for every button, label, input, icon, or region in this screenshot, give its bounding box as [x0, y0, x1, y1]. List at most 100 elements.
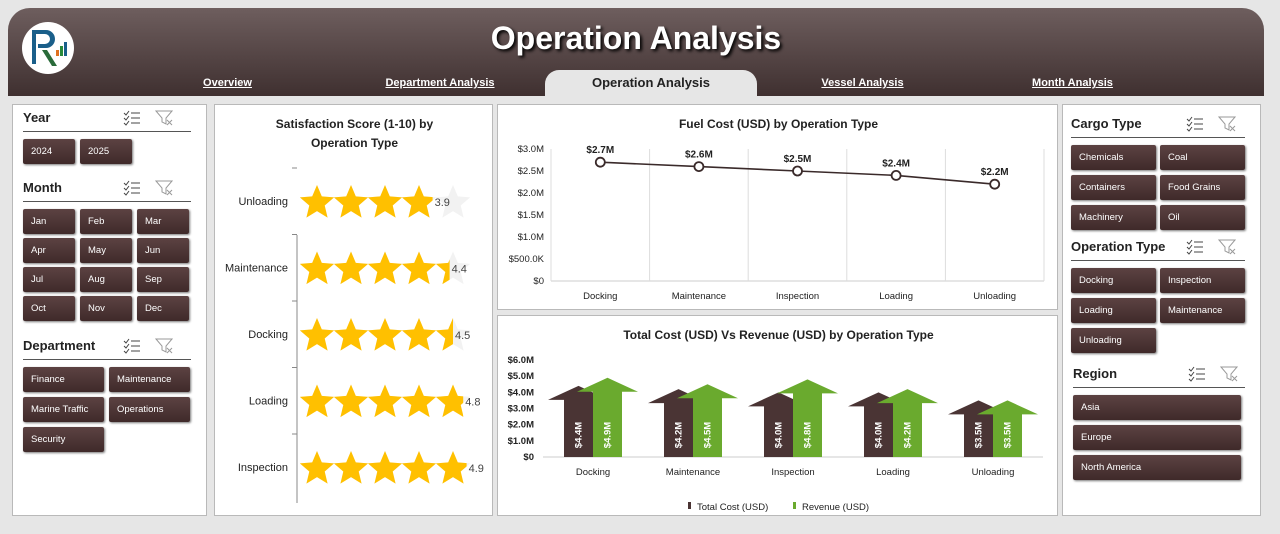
slicer-item-north-america[interactable]: North America	[1073, 455, 1241, 480]
star-filled	[435, 384, 464, 418]
star-filled	[300, 251, 335, 285]
tab-month-analysis[interactable]: Month Analysis	[1032, 77, 1113, 89]
clear-filter-icon[interactable]	[154, 110, 174, 126]
slicer-item-maintenance[interactable]: Maintenance	[109, 367, 190, 392]
slicer-item-jan[interactable]: Jan	[23, 209, 75, 234]
slicer-item-inspection[interactable]: Inspection	[1160, 268, 1245, 293]
clear-filter-icon[interactable]	[154, 180, 174, 196]
y-tick-label: $3.0M	[518, 144, 544, 155]
x-tick-label: Inspection	[776, 291, 819, 302]
y-tick-label: $0	[523, 452, 534, 463]
left-slicer-panel: Year 2024 2025 Month Jan Feb Mar Apr May Jun Jul Au…	[12, 104, 207, 516]
slicer-item-mar[interactable]: Mar	[137, 209, 189, 234]
star-row: Docking 4.5	[248, 300, 470, 351]
revenue-bar	[677, 384, 738, 457]
multi-select-icon[interactable]	[123, 338, 141, 354]
slicer-item-coal[interactable]: Coal	[1160, 145, 1245, 170]
slicer-item-loading[interactable]: Loading	[1071, 298, 1156, 323]
slicer-item-marine-traffic[interactable]: Marine Traffic	[23, 397, 104, 422]
data-point	[792, 165, 803, 177]
slicer-item-security[interactable]: Security	[23, 427, 104, 452]
star-filled	[367, 451, 403, 484]
star-filled	[367, 384, 403, 418]
y-tick-label: $3.0M	[508, 404, 534, 415]
slicer-item-unloading[interactable]: Unloading	[1071, 328, 1156, 353]
clear-filter-icon[interactable]	[1217, 116, 1237, 132]
tab-operation-analysis[interactable]: Operation Analysis	[545, 70, 757, 96]
x-tick-label: Docking	[583, 291, 617, 302]
data-label: $3.5M	[1003, 422, 1014, 448]
data-point	[890, 170, 902, 181]
data-point	[594, 156, 606, 168]
y-tick-label: $5.0M	[508, 371, 534, 382]
data-label: 4.8	[465, 397, 480, 409]
slicer-title: Operation Type	[1071, 239, 1166, 254]
category-label: Unloading	[238, 196, 288, 208]
revenue-bar	[577, 377, 638, 457]
cost-revenue-chart: Total Cost (USD) Vs Revenue (USD) by Ope…	[497, 315, 1058, 516]
slicer-item-maintenance[interactable]: Maintenance	[1160, 298, 1245, 323]
slicer-item-jul[interactable]: Jul	[23, 267, 75, 292]
slicer-item-sep[interactable]: Sep	[137, 267, 189, 292]
slicer-item-dec[interactable]: Dec	[137, 296, 189, 321]
slicer-item-finance[interactable]: Finance	[23, 367, 104, 392]
star-filled	[401, 185, 433, 218]
tab-department-analysis[interactable]: Department Analysis	[385, 77, 495, 89]
legend-label: Total Cost (USD)	[697, 502, 768, 513]
slicer-item-docking[interactable]: Docking	[1071, 268, 1156, 293]
slicer-item-operations[interactable]: Operations	[109, 397, 190, 422]
slicer-item-machinery[interactable]: Machinery	[1071, 205, 1156, 230]
slicer-title: Department	[23, 338, 96, 353]
slicer-item-nov[interactable]: Nov	[80, 296, 132, 321]
data-label: $2.5M	[784, 154, 812, 165]
star-filled	[367, 251, 403, 285]
slicer-item-2024[interactable]: 2024	[23, 139, 75, 164]
slicer-item-aug[interactable]: Aug	[80, 267, 132, 292]
slicer-item-jun[interactable]: Jun	[137, 238, 189, 263]
slicer-item-oct[interactable]: Oct	[23, 296, 75, 321]
star-row: Inspection 4.9	[238, 433, 484, 484]
slicer-item-2025[interactable]: 2025	[80, 139, 132, 164]
slicer-item-food-grains[interactable]: Food Grains	[1160, 175, 1245, 200]
multi-select-icon[interactable]	[1186, 116, 1204, 132]
chart-title: Operation Type	[310, 136, 399, 150]
data-point	[989, 178, 1001, 190]
clear-filter-icon[interactable]	[1217, 239, 1237, 255]
data-label: 4.4	[452, 264, 467, 276]
slicer-item-apr[interactable]: Apr	[23, 238, 75, 263]
slicer-item-europe[interactable]: Europe	[1073, 425, 1241, 450]
clear-filter-icon[interactable]	[154, 338, 174, 354]
slicer-item-asia[interactable]: Asia	[1073, 395, 1241, 420]
data-label: 4.5	[455, 330, 470, 342]
slicer-item-containers[interactable]: Containers	[1071, 175, 1156, 200]
tab-overview[interactable]: Overview	[203, 77, 252, 89]
total-cost-bar	[548, 385, 609, 457]
multi-select-icon[interactable]	[123, 180, 141, 196]
slicer-item-feb[interactable]: Feb	[80, 209, 132, 234]
total-cost-bar	[848, 392, 909, 457]
slicer-item-may[interactable]: May	[80, 238, 132, 263]
x-tick-label: Maintenance	[672, 291, 726, 302]
tab-vessel-analysis[interactable]: Vessel Analysis	[821, 77, 904, 89]
star-filled	[300, 185, 335, 218]
fuel-cost-chart: Fuel Cost (USD) by Operation Type $0 $500.…	[497, 104, 1058, 310]
x-tick-label: Unloading	[973, 291, 1016, 302]
multi-select-icon[interactable]	[1186, 239, 1204, 255]
x-tick-label: Inspection	[771, 467, 814, 478]
star-filled	[401, 251, 437, 285]
star-row: Loading 4.8	[249, 367, 480, 418]
revenue-bar	[777, 379, 838, 457]
star-filled	[333, 251, 369, 285]
category-label: Inspection	[238, 462, 288, 474]
multi-select-icon[interactable]	[1188, 366, 1206, 382]
slicer-item-chemicals[interactable]: Chemicals	[1071, 145, 1156, 170]
total-cost-bar	[748, 392, 809, 457]
data-label: $4.2M	[674, 422, 685, 448]
category-label: Maintenance	[225, 263, 288, 275]
legend-label: Revenue (USD)	[802, 502, 869, 513]
slicer-item-oil[interactable]: Oil	[1160, 205, 1245, 230]
y-tick-label: $500.0K	[509, 254, 545, 265]
multi-select-icon[interactable]	[123, 110, 141, 126]
clear-filter-icon[interactable]	[1219, 366, 1239, 382]
category-label: Docking	[248, 329, 288, 341]
